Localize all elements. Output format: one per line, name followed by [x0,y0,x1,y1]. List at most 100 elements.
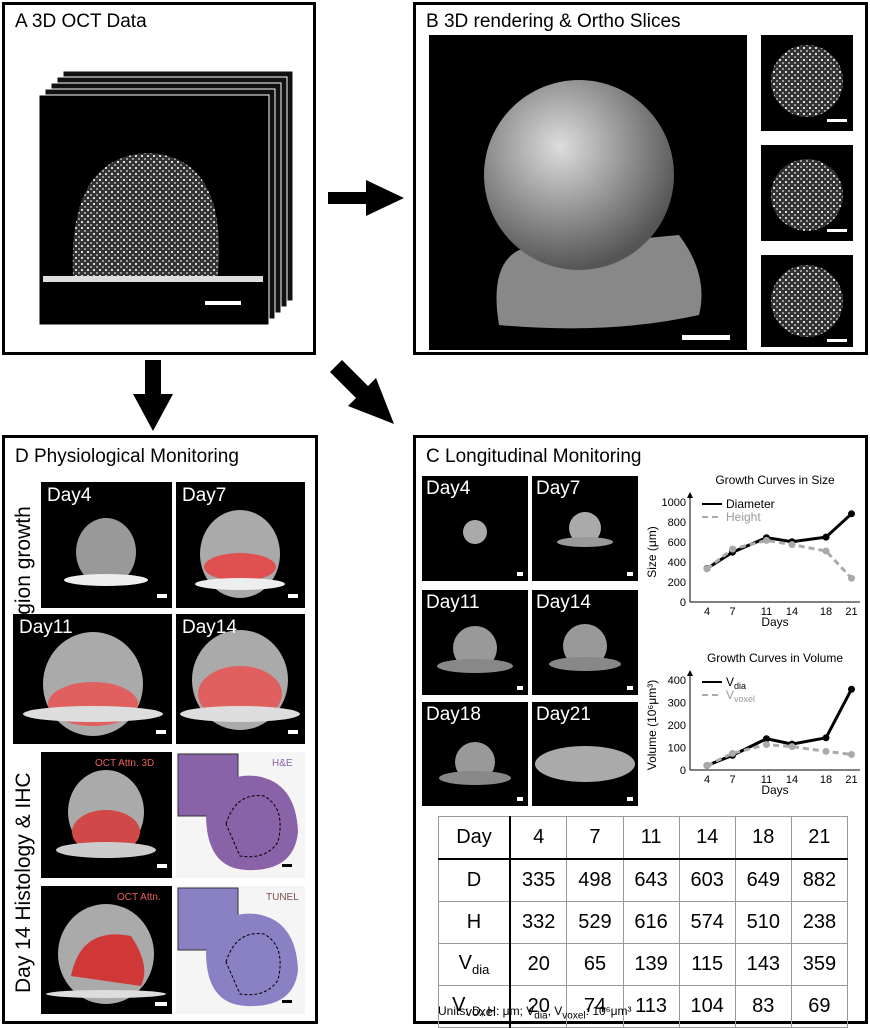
panel-c: C Longitudinal Monitoring Day4 Day7 Day1… [413,435,868,1028]
table-cell: 510 [734,901,792,944]
table-header-cell: 7 [566,816,624,860]
table-cell: 649 [734,858,792,902]
3d-rendering-image [429,35,747,350]
data-point [763,536,770,544]
x-axis-label: Days [761,615,788,629]
scale-bar [157,594,167,598]
x-tick-label: 21 [845,606,857,618]
table-header-cell: 21 [790,816,849,860]
y-axis-label: Volume (10⁶μm³) [645,680,659,771]
oct-attn-label: OCT Attn. [117,892,161,903]
y-tick-label: 400 [668,675,686,687]
data-point [763,735,770,743]
table-cell: 139 [622,943,680,986]
tunel-stain-image: TUNEL [176,886,305,1014]
table-cell: 74 [566,985,624,1028]
data-point [848,750,855,758]
table-cell: 643 [622,858,680,902]
y-tick-label: 200 [668,577,686,589]
d-day14-image: Day14 [176,614,305,744]
he-stain-image: H&E [176,752,305,878]
d-day4-image: Day4 [41,482,172,608]
x-tick-label: 11 [761,606,772,618]
data-point [822,547,830,555]
table-cell: 20 [509,943,568,986]
c-day21-image: Day21 [532,702,638,806]
table-row: Vdia 20 65 139 115 143 359 [438,943,849,986]
table-cell: 359 [790,943,849,986]
y-tick-label: 1000 [662,497,686,509]
table-cell: 104 [678,985,736,1028]
table-cell: 529 [566,901,624,944]
series-line [706,512,853,570]
scale-bar [517,572,523,576]
table-cell: 83 [734,985,792,1028]
oct-attn-image: OCT Attn. [41,886,172,1014]
legend-label: Diameter [726,497,775,511]
panel-b: B 3D rendering & Ortho Slices [413,2,868,355]
units-text: Units: D, H: μm; V [438,1004,535,1018]
y-tick-label: 0 [680,765,686,777]
c-day11-image: Day11 [422,590,528,695]
y-tick-label: 200 [668,720,686,732]
table-cell: 69 [790,985,849,1028]
table-cell: 616 [622,901,680,944]
y-axis-label: Size (μm) [645,526,659,578]
c-day14-label: Day14 [536,592,591,613]
scale-bar [517,686,523,690]
tunel-label: TUNEL [266,892,299,903]
table-cell: 603 [678,858,736,902]
c-day18-label: Day18 [426,704,481,725]
table-header-row: Day 4 7 11 14 18 21 [438,816,849,860]
table-row-label: D [438,858,511,902]
x-tick-label: 18 [820,606,832,618]
table-header-cell: 11 [622,816,680,860]
x-tick-label: 18 [820,774,832,786]
data-point [822,747,830,755]
data-point [848,510,855,518]
c-day7-image: Day7 [532,476,638,581]
growth-data-table: Day 4 7 11 14 18 21 D 335 498 643 603 649 882 H 332 529 6… [438,816,849,1028]
data-point [788,743,796,751]
scale-bar [627,797,633,801]
data-point [788,541,796,549]
data-point [848,685,855,693]
data-point [729,545,736,553]
series-line [706,538,853,580]
data-point [703,762,711,769]
chart-title: Growth Curves in Size [715,473,835,487]
table-cell: 335 [509,858,568,902]
table-header-cell: 18 [734,816,792,860]
oct-stack-image [38,71,293,326]
x-tick-label: 7 [729,606,735,618]
volume-growth-chart: Growth Curves in Volume 0 100 200 300 400 4 7 11… [645,651,860,797]
y-tick-label: 600 [668,537,686,549]
side-label-histology: Day 14 Histology & IHC [12,772,35,993]
panel-d-title: D Physiological Monitoring [15,446,239,467]
units-sub-dia: dia [534,1010,548,1022]
table-row: D 335 498 643 603 649 882 [438,858,849,902]
x-tick-label: 21 [845,774,857,786]
table-header-cell: 4 [509,816,568,860]
arrow-right-icon [328,180,404,216]
d-day4-label: Day4 [47,485,92,506]
table-row: H 332 529 616 574 510 238 [438,901,849,944]
panel-d: D Physiological Monitoring Dead-cell reg… [2,435,318,1024]
chart-title: Growth Curves in Volume [707,651,843,665]
panel-c-title: C Longitudinal Monitoring [426,446,642,467]
table-row-label: H [438,901,511,944]
size-growth-chart: Growth Curves in Size 0 200 400 600 800 1000 4 7… [645,473,860,629]
table-row: Vvoxel 20 74 113 104 83 69 [438,985,849,1028]
y-axis-arrow [687,670,693,676]
scale-bar [627,572,633,576]
y-axis-arrow [687,492,693,498]
d-day11-label: Day11 [19,617,73,638]
table-cell: 332 [509,901,568,944]
y-tick-label: 400 [668,557,686,569]
table-header-cell: Day [438,816,511,860]
c-day18-image: Day18 [422,702,528,806]
scale-bar [288,730,298,734]
x-axis-label: Days [761,783,788,797]
d-day7-image: Day7 [176,482,305,608]
data-point [822,734,830,742]
